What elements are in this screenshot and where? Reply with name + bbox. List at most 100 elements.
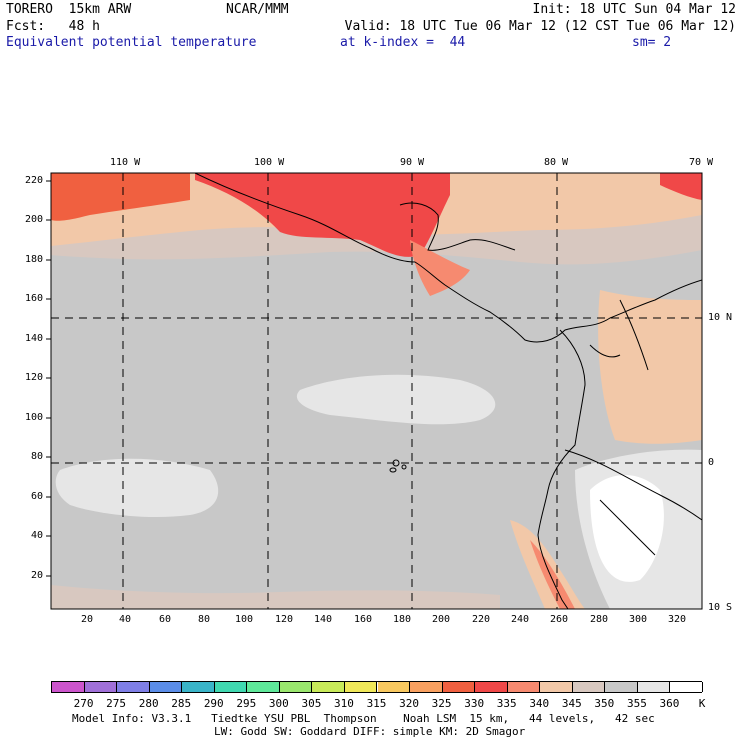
y-tick: 160 xyxy=(25,293,44,304)
y-tick: 60 xyxy=(31,491,44,502)
colorbar-level-label: 315 xyxy=(366,697,387,710)
valid-time: Valid: 18 UTC Tue 06 Mar 12 (12 CST Tue … xyxy=(344,19,736,34)
colorbar-level-label: 335 xyxy=(496,697,517,710)
x-tick: 40 xyxy=(119,614,132,625)
colorbar-level-label: 320 xyxy=(399,697,419,710)
white-patch-south xyxy=(590,475,664,582)
lon-label-80w: 80 W xyxy=(544,157,569,168)
field-name: Equivalent potential temperature xyxy=(6,35,257,50)
y-tick: 120 xyxy=(25,372,44,383)
x-tick: 80 xyxy=(198,614,211,625)
y-tick: 200 xyxy=(25,214,44,225)
island-2 xyxy=(401,464,407,470)
lon-label-70w: 70 W xyxy=(689,157,714,168)
colorbar-swatch xyxy=(117,682,150,692)
x-tick: 60 xyxy=(159,614,172,625)
colorbar xyxy=(51,681,703,693)
x-tick: 240 xyxy=(511,614,530,625)
hot-spot-gulf xyxy=(195,173,450,257)
colorbar-swatch xyxy=(214,682,248,692)
colorbar-level-label: 280 xyxy=(138,697,159,710)
colorbar-swatch xyxy=(572,682,606,692)
colorbar-level-label: 340 xyxy=(529,697,550,710)
coastline-east xyxy=(589,299,649,371)
lat-label-10s: 10 S xyxy=(708,602,733,613)
x-tick: 320 xyxy=(668,614,687,625)
model-name: TORERO 15km ARW xyxy=(6,2,132,17)
y-tick: 220 xyxy=(25,175,44,186)
colorbar-level-label: 355 xyxy=(626,697,647,710)
colorbar-swatch xyxy=(670,682,703,692)
init-time: Init: 18 UTC Sun 04 Mar 12 xyxy=(532,2,737,17)
x-tick: 100 xyxy=(235,614,254,625)
colorbar-swatch xyxy=(410,682,443,692)
colorbar-swatch xyxy=(52,682,85,692)
colorbar-level-label: 270 xyxy=(73,697,94,710)
y-tick: 80 xyxy=(31,451,44,462)
x-tick: 20 xyxy=(81,614,94,625)
island-3 xyxy=(389,467,397,473)
model-info-line1: Model Info: V3.3.1 Tiedtke YSU PBL Thomp… xyxy=(72,712,655,725)
x-tick: 220 xyxy=(472,614,491,625)
colorbar-level-label: 295 xyxy=(236,697,257,710)
colorbar-level-label: 290 xyxy=(203,697,224,710)
colorbar-swatch xyxy=(475,682,508,692)
lon-label-110w: 110 W xyxy=(110,157,141,168)
colorbar-level-label: 285 xyxy=(171,697,192,710)
smoothing: sm= 2 xyxy=(632,35,672,50)
colorbar-swatch xyxy=(637,682,671,692)
colorbar-swatch xyxy=(247,682,280,692)
colorbar-swatch xyxy=(377,682,411,692)
colorbar-swatch xyxy=(312,682,345,692)
colorbar-level-label: 305 xyxy=(301,697,322,710)
colorbar-swatch xyxy=(149,682,183,692)
colorbar-unit: K xyxy=(698,697,706,710)
colorbar-swatch xyxy=(442,682,476,692)
lat-label-10n: 10 N xyxy=(708,312,733,323)
colorbar-swatch xyxy=(540,682,573,692)
x-tick: 300 xyxy=(629,614,648,625)
hot-spot-northwest xyxy=(51,173,190,221)
lon-label-100w: 100 W xyxy=(254,157,285,168)
x-tick: 120 xyxy=(275,614,294,625)
cool-patch-center xyxy=(296,374,496,425)
colorbar-swatch xyxy=(344,682,378,692)
coastline-gulf xyxy=(399,202,516,251)
center-name: NCAR/MMM xyxy=(226,2,289,17)
island-1 xyxy=(392,459,400,467)
forecast-hour: Fcst: 48 h xyxy=(6,19,100,34)
colorbar-swatch xyxy=(84,682,118,692)
colorbar-swatch xyxy=(605,682,638,692)
hot-spot-central-america xyxy=(410,240,470,296)
lat-label-0: 0 xyxy=(708,457,715,468)
model-info-line2: LW: Godd SW: Goddard DIFF: simple KM: 2D… xyxy=(214,725,526,738)
colorbar-level-label: 310 xyxy=(334,697,354,710)
y-tick: 20 xyxy=(31,570,44,581)
colorbar-level-label: 325 xyxy=(431,697,452,710)
colorbar-level-label: 345 xyxy=(561,697,582,710)
coastal-warm-core xyxy=(530,540,575,609)
warm-land-southeast xyxy=(598,290,702,444)
border-interior xyxy=(564,449,702,556)
cool-patch-west xyxy=(55,458,219,517)
coastline-mexico xyxy=(194,173,702,343)
colorbar-swatch xyxy=(279,682,313,692)
map-frame xyxy=(50,172,703,610)
colorbar-level-label: 360 xyxy=(659,697,680,710)
level-index: at k-index = 44 xyxy=(340,35,466,50)
y-tick: 40 xyxy=(31,530,44,541)
warm-fringe-south xyxy=(51,585,500,609)
y-tick: 180 xyxy=(25,254,44,265)
colorbar-swatch xyxy=(507,682,541,692)
colorbar-level-label: 275 xyxy=(106,697,127,710)
x-tick: 180 xyxy=(393,614,412,625)
x-tick: 160 xyxy=(354,614,373,625)
colorbar-level-label: 350 xyxy=(594,697,615,710)
hot-spot-east xyxy=(660,173,702,200)
colorbar-level-label: 300 xyxy=(268,697,289,710)
y-tick: 140 xyxy=(25,333,44,344)
x-tick: 260 xyxy=(550,614,569,625)
x-tick: 140 xyxy=(314,614,333,625)
x-tick: 280 xyxy=(590,614,609,625)
